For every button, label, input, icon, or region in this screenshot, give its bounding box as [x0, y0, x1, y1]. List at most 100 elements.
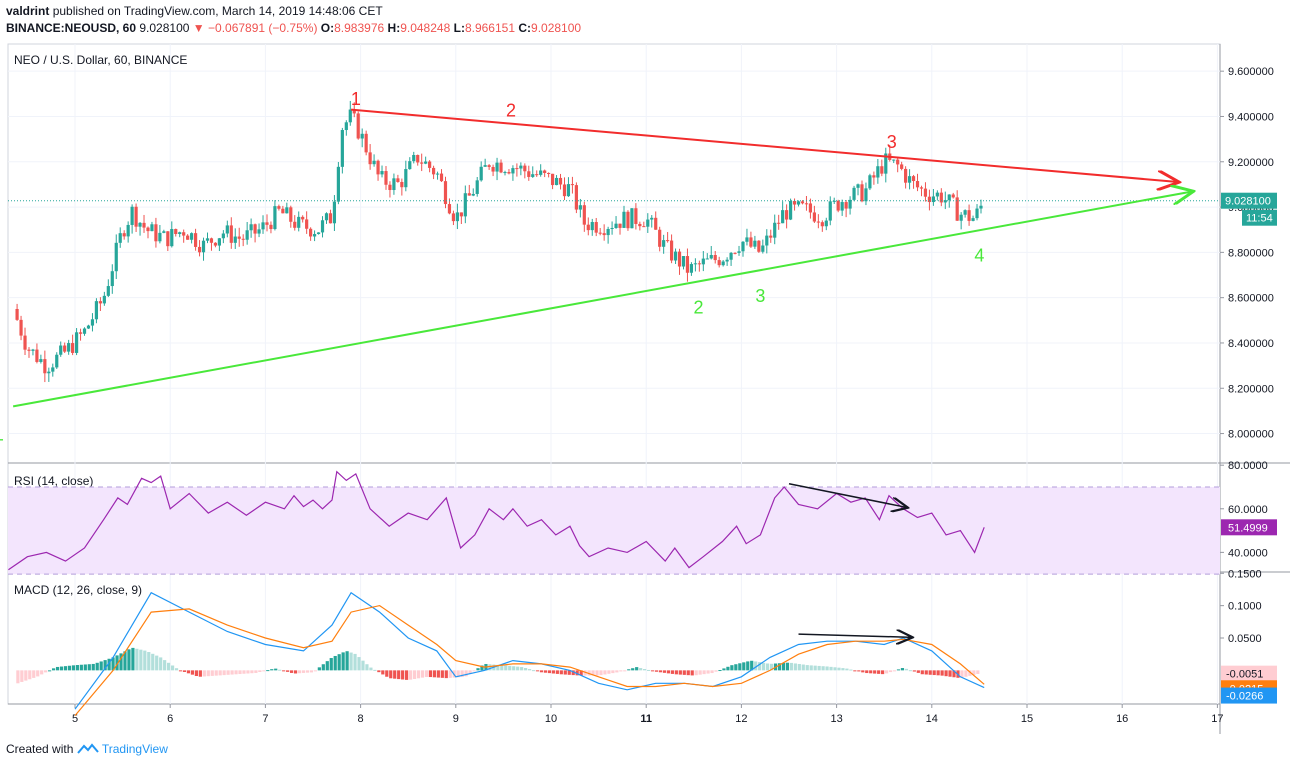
- candle-body: [681, 256, 686, 267]
- macd-histogram-bar: [547, 670, 552, 674]
- candle-body: [174, 229, 178, 234]
- candle-body: [947, 194, 951, 201]
- low-value: 8.966151: [464, 21, 515, 35]
- candle-body: [737, 251, 741, 253]
- author-name[interactable]: valdrint: [6, 4, 50, 18]
- candle-body: [515, 168, 519, 170]
- candle-body: [507, 172, 511, 174]
- candle-body: [126, 224, 130, 237]
- macd-histogram-bar: [420, 670, 425, 678]
- macd-histogram-bar: [869, 670, 873, 674]
- macd-histogram-bar: [682, 670, 686, 675]
- candle-body: [51, 367, 55, 372]
- candle-body: [201, 240, 206, 253]
- open-key: O:: [320, 21, 335, 35]
- candle-body: [186, 235, 190, 240]
- time-tick-label: 6: [167, 713, 173, 725]
- macd-histogram-bar: [643, 669, 647, 671]
- candle-body: [463, 193, 467, 217]
- macd-histogram-bar: [702, 670, 706, 675]
- candle-body: [451, 213, 456, 222]
- candle-body: [55, 354, 59, 368]
- candle-body: [511, 168, 515, 174]
- candle-body: [796, 201, 801, 205]
- macd-histogram-bar: [214, 670, 218, 676]
- macd-histogram-bar: [186, 670, 191, 674]
- macd-histogram-bar: [964, 670, 968, 677]
- macd-histogram-bar: [579, 670, 583, 676]
- time-tick-label: 15: [1021, 713, 1033, 725]
- candle-body: [975, 208, 979, 219]
- macd-histogram-bar: [143, 650, 147, 671]
- candle-body: [289, 207, 293, 222]
- macd-histogram-bar: [79, 664, 83, 671]
- macd-histogram-bar: [666, 670, 671, 674]
- macd-histogram-bar: [976, 670, 980, 674]
- candle-body: [59, 345, 63, 355]
- candle-body: [380, 171, 384, 175]
- candle-body: [447, 204, 452, 214]
- macd-histogram-bar: [67, 665, 72, 671]
- candle-body: [626, 211, 630, 229]
- chart-area[interactable]: 9.6000009.4000009.2000009.0000008.800000…: [0, 0, 1295, 740]
- candle-body: [19, 319, 23, 336]
- candle-body: [590, 222, 594, 231]
- candle-body: [566, 184, 571, 197]
- price-tick-label: 8.600000: [1228, 293, 1274, 305]
- macd-histogram-bar: [317, 667, 321, 671]
- macd-histogram-bar: [678, 670, 682, 675]
- macd-histogram-bar: [563, 670, 567, 675]
- macd-histogram-bar: [754, 661, 758, 671]
- macd-histogram-bar: [635, 667, 639, 671]
- macd-histogram-bar: [944, 670, 948, 677]
- macd-histogram-bar: [424, 670, 429, 677]
- macd-histogram-bar: [726, 666, 730, 671]
- macd-histogram-bar: [436, 670, 440, 678]
- candle-body: [178, 232, 182, 234]
- candle-body: [701, 258, 705, 265]
- macd-histogram-bar: [650, 670, 655, 672]
- macd-histogram-bar: [853, 670, 857, 672]
- macd-histogram-bar: [167, 662, 171, 671]
- macd-last-value: -0.0266: [1226, 691, 1263, 703]
- macd-histogram-bar: [83, 664, 87, 671]
- macd-histogram-bar: [500, 665, 504, 671]
- candle-body: [205, 238, 210, 241]
- time-tick-label: 9: [453, 713, 459, 725]
- candle-body: [435, 173, 440, 175]
- touch-point-label-red: 3: [887, 132, 897, 152]
- candle-body: [558, 177, 563, 185]
- candle-body: [820, 222, 824, 227]
- macd-histogram-bar: [127, 649, 131, 671]
- macd-histogram-bar: [837, 667, 841, 671]
- macd-histogram-bar: [535, 670, 540, 672]
- candle-body: [658, 229, 662, 247]
- rsi-band: [8, 486, 1220, 575]
- macd-histogram-bar: [833, 667, 837, 671]
- candle-body: [967, 210, 971, 221]
- macd-last-tag: [1221, 687, 1277, 704]
- candle-body: [39, 359, 43, 362]
- macd-histogram-bar: [286, 670, 290, 672]
- candle-body: [265, 222, 269, 225]
- candle-body: [642, 226, 646, 228]
- macd-histogram-bar: [730, 665, 734, 671]
- macd-histogram-bar: [278, 669, 282, 671]
- candle-body: [110, 271, 114, 287]
- macd-tick-label: 0.0500: [1228, 633, 1262, 645]
- candle-body: [562, 184, 567, 197]
- macd-histogram-bar: [55, 666, 60, 671]
- macd-histogram-bar: [789, 662, 793, 671]
- macd-histogram-bar: [662, 670, 667, 673]
- macd-histogram-bar: [488, 664, 492, 671]
- macd-histogram-bar: [881, 670, 885, 675]
- tradingview-brand[interactable]: TradingView: [101, 742, 168, 756]
- rsi-title: RSI (14, close): [14, 474, 93, 488]
- macd-histogram-bar: [464, 670, 468, 677]
- close-key: C:: [518, 21, 532, 35]
- macd-histogram-bar: [377, 670, 381, 673]
- macd-histogram-bar: [765, 663, 770, 671]
- macd-histogram-bar: [627, 669, 631, 671]
- macd-histogram-bar: [321, 664, 325, 671]
- macd-histogram-bar: [139, 649, 143, 671]
